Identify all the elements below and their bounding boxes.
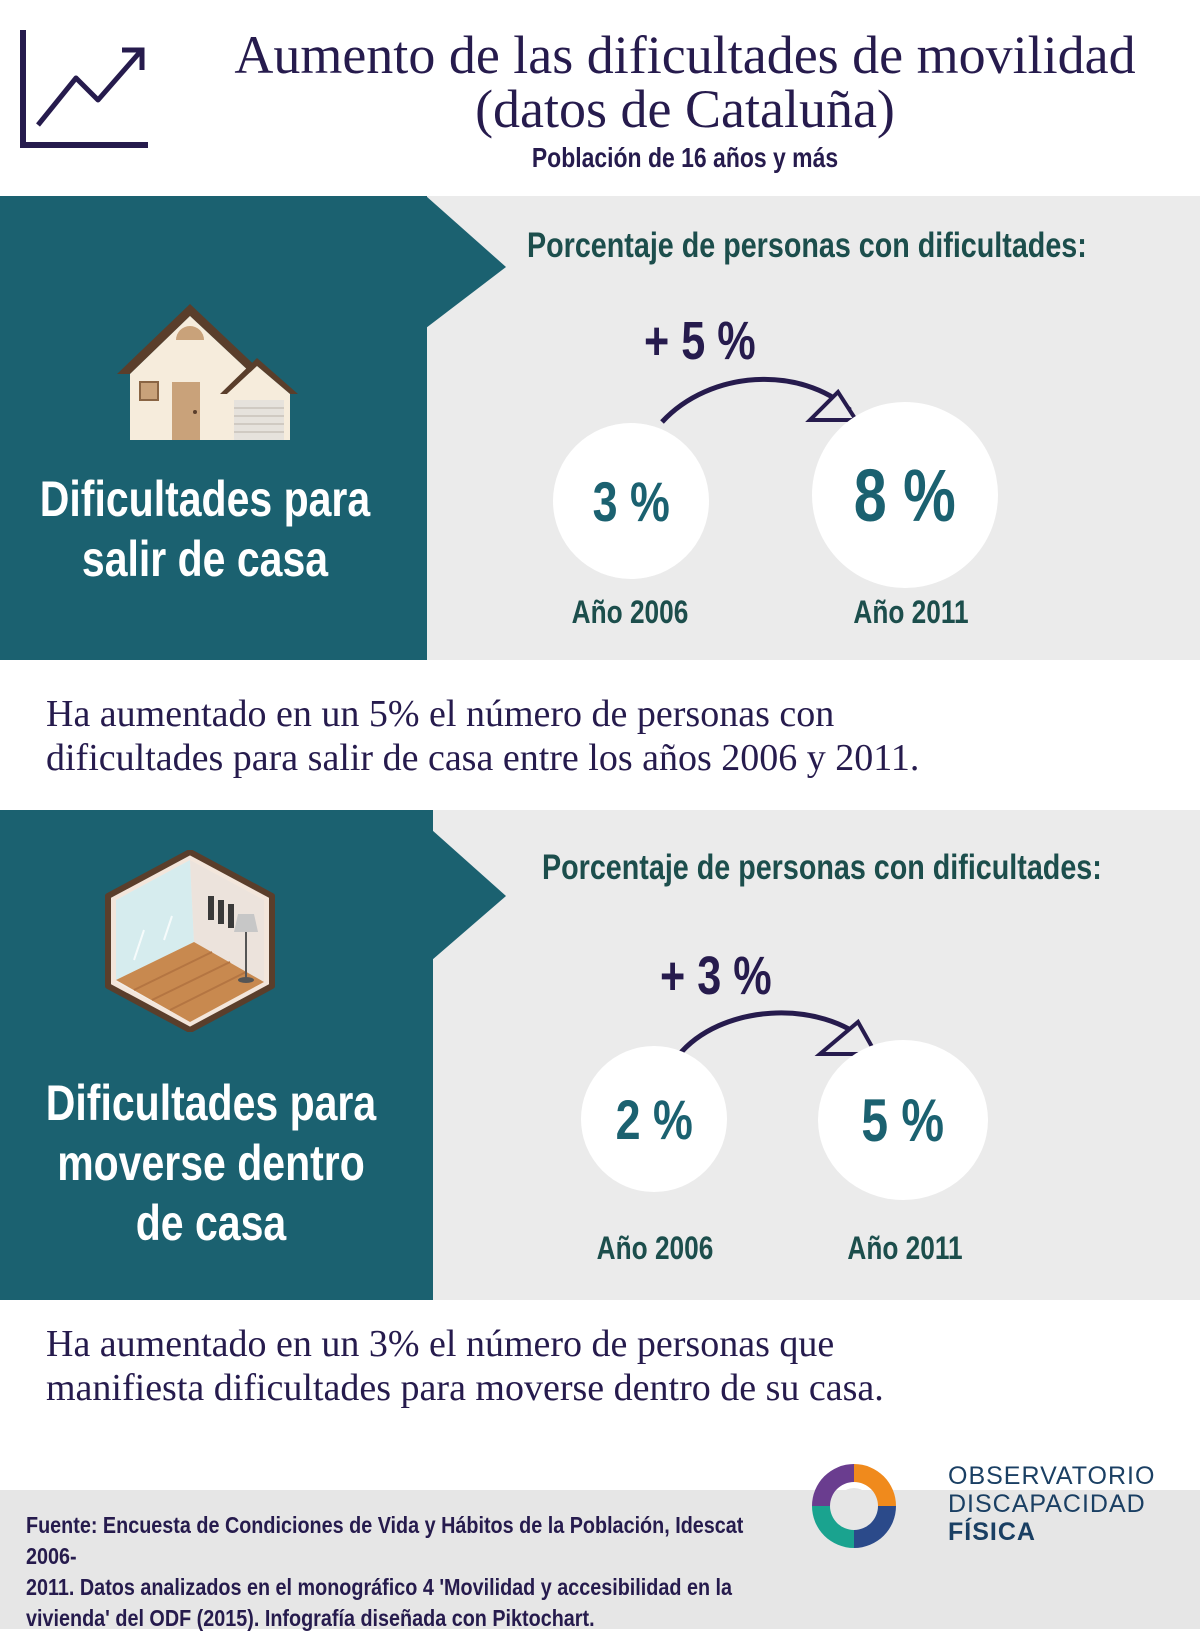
section2-circle-2011: 5 %: [818, 1040, 988, 1200]
section1-pointer-arrow: [426, 196, 506, 328]
section1-circle-2011: 8 %: [812, 402, 998, 588]
logo-line1: OBSERVATORIO: [948, 1462, 1156, 1490]
footer-source-line2: 2011. Datos analizados en el monográfico…: [26, 1574, 733, 1600]
section2-year-2006: Año 2006: [596, 1230, 714, 1266]
odf-logo-icon: [812, 1464, 896, 1548]
section2-heading-line3: de casa: [135, 1195, 287, 1251]
section2-pointer-arrow: [432, 830, 506, 960]
section1-circle-2006: 3 %: [553, 423, 709, 579]
section2-delta: + 3 %: [660, 946, 772, 1006]
logo-line3: FÍSICA: [948, 1518, 1036, 1546]
section2-heading-line1: Dificultades para: [45, 1075, 377, 1131]
section1-heading-line2: salir de casa: [81, 531, 329, 587]
section1-year-2006: Año 2006: [571, 594, 689, 630]
page-title: Aumento de las dificultades de movilidad: [234, 25, 1136, 85]
section1-value-2011: 8 %: [853, 453, 956, 537]
section1-value-2006: 3 %: [592, 469, 670, 533]
footer-source-line1: Fuente: Encuesta de Condiciones de Vida …: [26, 1512, 744, 1569]
section2-heading-line2: moverse dentro: [57, 1135, 365, 1191]
trend-up-chart-icon: [20, 30, 148, 148]
section2-value-2006: 2 %: [615, 1087, 693, 1151]
section1-heading-line1: Dificultades para: [39, 471, 371, 527]
section1-percentage-heading: Porcentaje de personas con dificultades:: [527, 226, 1087, 265]
page-subtitle: Población de 16 años y más: [531, 142, 839, 173]
section2-curved-arrow-icon: [676, 1010, 880, 1058]
footer: [0, 1490, 1200, 1629]
logo-line2: DISCAPACIDAD: [948, 1490, 1146, 1518]
section1-curved-arrow-icon: [660, 376, 860, 424]
section2-circle-2006: 2 %: [581, 1046, 727, 1192]
section1-summary-line1: Ha aumentado en un 5% el número de perso…: [46, 693, 835, 735]
section2-value-2011: 5 %: [861, 1086, 945, 1154]
section1-summary-line2: dificultades para salir de casa entre lo…: [46, 737, 920, 779]
house-icon: [117, 304, 298, 440]
room-interior-icon: [105, 850, 275, 1032]
footer-source-line3: vivienda' del ODF (2015). Infografía dis…: [26, 1605, 595, 1631]
footer-source: Fuente: Encuesta de Condiciones de Vida …: [26, 1510, 774, 1634]
section2-summary-line2: manifiesta dificultades para moverse den…: [46, 1367, 884, 1409]
section2-percentage-heading: Porcentaje de personas con dificultades:: [542, 848, 1102, 887]
section2-summary-line1: Ha aumentado en un 3% el número de perso…: [46, 1323, 835, 1365]
page-title-line2: (datos de Cataluña): [475, 79, 895, 139]
section1-data-panel: [427, 196, 1200, 660]
section1-year-2011: Año 2011: [853, 594, 969, 630]
section2-year-2011: Año 2011: [847, 1230, 963, 1266]
section1-delta: + 5 %: [644, 311, 756, 371]
